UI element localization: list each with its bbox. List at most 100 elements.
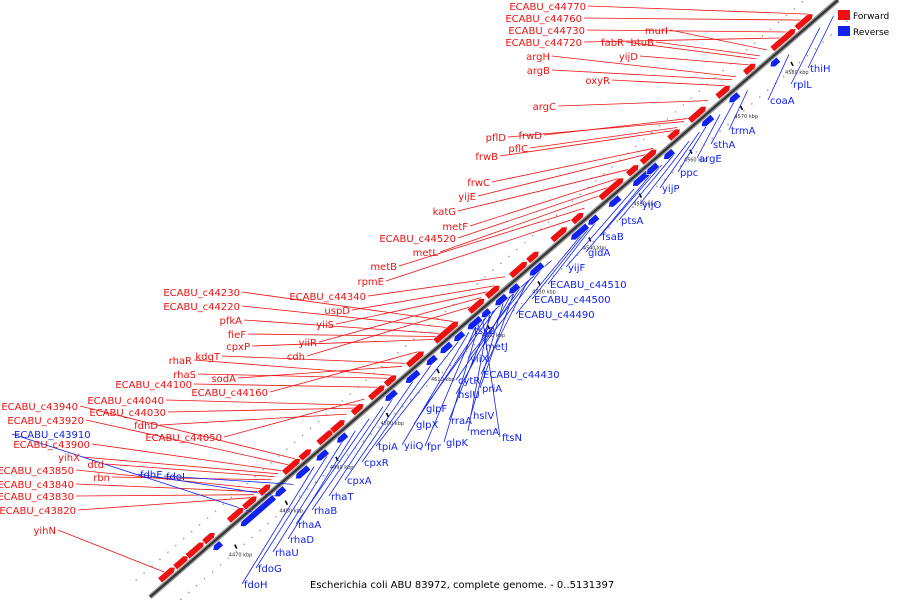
leader-line (81, 456, 279, 475)
leader-line (529, 127, 678, 149)
leader-line (85, 419, 289, 466)
gene-label-glpf: glpF (426, 404, 447, 415)
gene-label-tsx2: tsx2 (474, 326, 495, 337)
leader-line (587, 5, 809, 15)
leader-line (223, 398, 365, 438)
leader-line (551, 69, 733, 81)
tick-label: 4540 kbp (583, 245, 607, 251)
genome-axis-line (149, 0, 839, 598)
reverse-gene (570, 222, 590, 241)
gene-label-uspd: uspD (324, 306, 350, 317)
leader-line (482, 320, 501, 438)
gene-label-cpxr: cpxR (364, 458, 389, 469)
gene-label-ecabu-c44100: ECABU_c44100 (115, 380, 192, 391)
reverse-gene (645, 161, 661, 175)
gene-label-rpme: rpmE (357, 277, 384, 288)
forward-gene (714, 85, 731, 100)
gene-label-ftsn: ftsN (502, 433, 522, 444)
gene-label-yijd: yijD (619, 52, 638, 63)
gene-label-rhau: rhaU (275, 548, 299, 559)
gene-label-ecabu-c43910: ECABU_c43910 (14, 430, 91, 441)
leader-line (710, 102, 735, 145)
leader-line (807, 15, 834, 69)
label-connector-layer (11, 5, 834, 585)
leader-line (75, 483, 258, 493)
leader-line (551, 55, 736, 78)
leader-line (344, 379, 415, 481)
reverse-gene (663, 147, 676, 160)
leader-line (269, 351, 420, 393)
gene-label-muri: murI (645, 26, 668, 37)
leader-line (77, 497, 251, 511)
tick-mark (486, 324, 491, 330)
leader-line (137, 473, 280, 497)
gene-label-ecabu-c44490: ECABU_c44490 (518, 310, 595, 321)
leader-line (443, 323, 480, 443)
leader-line (79, 405, 296, 460)
leader-line (361, 364, 432, 463)
gene-label-ecabu-c43900: ECABU_c43900 (13, 440, 90, 451)
gene-label-fdog: fdoG (258, 564, 282, 575)
gene-label-pfld: pflD (486, 133, 507, 144)
tick-label: 4510 kbp (431, 377, 455, 383)
gene-label-glpk: glpK (446, 438, 468, 449)
gene-label-ecabu-c43920: ECABU_c43920 (7, 416, 84, 427)
gene-label-frwd: frwD (518, 131, 542, 142)
leader-line (457, 186, 609, 239)
gene-label-metl: metL (413, 248, 439, 259)
gene-label-yiir: yiiR (299, 338, 317, 349)
gene-label-rpll: rplL (793, 80, 812, 91)
gene-label-ecabu-c43820: ECABU_c43820 (0, 506, 76, 517)
tick-mark (284, 500, 289, 506)
leader-line (470, 302, 504, 416)
gene-label-soda: sodA (211, 374, 236, 385)
forward-gene (281, 458, 301, 476)
leader-line (469, 177, 619, 227)
forward-gene (172, 555, 189, 571)
gene-label-ecabu-c43840: ECABU_c43840 (0, 480, 74, 491)
gene-label-rbn: rbn (93, 473, 110, 484)
leader-line (583, 17, 802, 21)
reverse-gene (453, 330, 467, 342)
gene-label-rhat: rhaT (331, 492, 354, 503)
gene-label-glpx: glpX (416, 420, 438, 431)
forward-gene (625, 164, 640, 178)
reverse-gene (384, 388, 399, 402)
gene-label-ecabu-c44160: ECABU_c44160 (191, 388, 268, 399)
forward-gene (508, 261, 528, 279)
gene-label-glda: gldA (588, 248, 610, 259)
leader-line (639, 140, 690, 205)
gene-label-layer: ECABU_c44770ECABU_c44760ECABU_c44730ECAB… (0, 2, 831, 591)
leader-line (251, 339, 434, 347)
gene-label-yijf: yijF (568, 263, 585, 274)
leader-line (105, 463, 275, 478)
leader-line (57, 529, 165, 573)
leader-line (318, 297, 482, 343)
leader-line (491, 148, 654, 183)
reverse-gene (528, 261, 546, 277)
leader-line (677, 125, 707, 173)
leader-line (335, 291, 489, 325)
gene-label-ecabu-c44030: ECABU_c44030 (89, 408, 166, 419)
leader-line (557, 100, 709, 107)
reverse-gene (769, 56, 782, 68)
gene-label-pfka: pfkA (220, 316, 243, 327)
gene-label-ecabu-c44500: ECABU_c44500 (534, 295, 611, 306)
tick-label: 4530 kbp (532, 289, 556, 295)
leader-line (499, 130, 674, 157)
gene-layer (157, 13, 814, 584)
leader-line (111, 476, 272, 481)
legend: Forward Reverse (838, 10, 890, 38)
gene-label-cytr: cytR (458, 376, 480, 387)
forward-gene (742, 62, 757, 76)
forward-gene (570, 212, 585, 226)
leader-line (531, 227, 590, 300)
forward-gene (157, 566, 176, 584)
gene-label-ecabu-c44430: ECABU_c44430 (483, 370, 560, 381)
leader-line (585, 173, 652, 253)
reverse-gene (467, 315, 484, 330)
leader-line (193, 359, 392, 376)
gene-label-ecabu-c44720: ECABU_c44720 (505, 38, 582, 49)
tick-mark (790, 61, 794, 67)
